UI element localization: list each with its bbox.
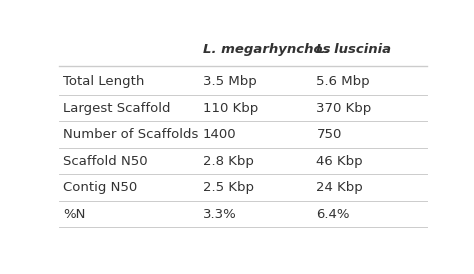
- Text: 6.4%: 6.4%: [316, 208, 350, 221]
- Text: 1400: 1400: [202, 128, 236, 141]
- Text: Scaffold N50: Scaffold N50: [63, 155, 147, 168]
- Text: L. luscinia: L. luscinia: [316, 43, 392, 56]
- Text: 110 Kbp: 110 Kbp: [202, 102, 258, 115]
- Text: 750: 750: [316, 128, 342, 141]
- Text: 5.6 Mbp: 5.6 Mbp: [316, 75, 370, 88]
- Text: L. megarhynchos: L. megarhynchos: [202, 43, 330, 56]
- Text: 370 Kbp: 370 Kbp: [316, 102, 372, 115]
- Text: 46 Kbp: 46 Kbp: [316, 155, 363, 168]
- Text: 2.5 Kbp: 2.5 Kbp: [202, 181, 254, 194]
- Text: Number of Scaffolds: Number of Scaffolds: [63, 128, 198, 141]
- Text: %N: %N: [63, 208, 85, 221]
- Text: 24 Kbp: 24 Kbp: [316, 181, 363, 194]
- Text: 3.3%: 3.3%: [202, 208, 236, 221]
- Text: Contig N50: Contig N50: [63, 181, 137, 194]
- Text: 3.5 Mbp: 3.5 Mbp: [202, 75, 256, 88]
- Text: 2.8 Kbp: 2.8 Kbp: [202, 155, 254, 168]
- Text: Total Length: Total Length: [63, 75, 144, 88]
- Text: Largest Scaffold: Largest Scaffold: [63, 102, 171, 115]
